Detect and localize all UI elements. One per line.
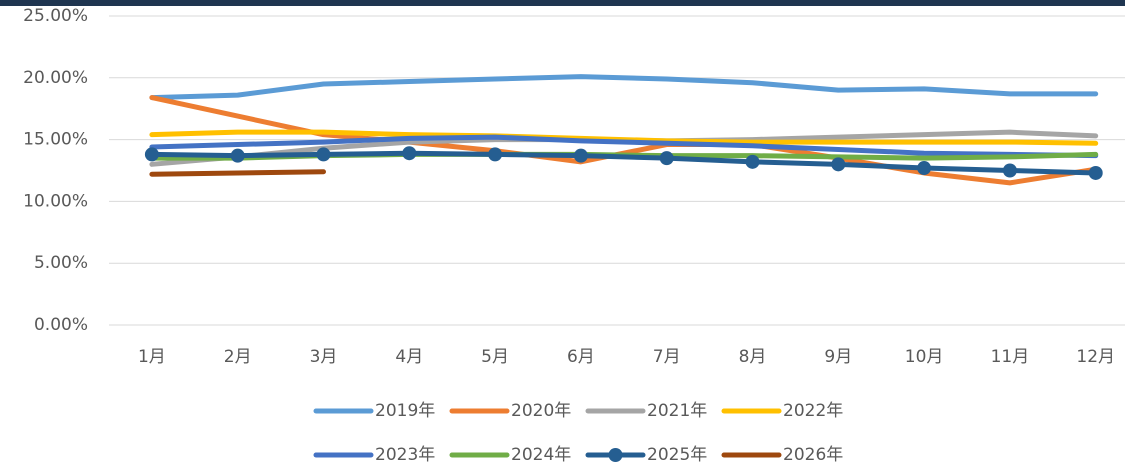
y-tick-label: 0.00% [34,315,88,335]
x-tick-label: 6月 [567,347,595,367]
data-point [488,147,503,162]
legend-label: 2019年 [375,401,435,421]
legend-label: 2021年 [647,401,707,421]
data-point [1088,165,1103,180]
data-point [316,147,331,162]
x-tick-label: 3月 [310,347,338,367]
series-line [149,74,1099,101]
data-point [144,147,159,162]
data-point [745,154,760,169]
x-tick-label: 7月 [653,347,681,367]
x-tick-label: 5月 [481,347,509,367]
legend-label: 2026年 [783,445,843,465]
x-tick-label: 1月 [138,347,166,367]
x-tick-label: 11月 [991,347,1030,367]
data-point [659,151,674,166]
data-point [402,146,417,161]
y-tick-label: 10.00% [23,191,88,211]
series-line [149,134,1099,159]
legend-marker [608,448,623,462]
data-point [573,148,588,163]
series-line [149,150,1099,176]
legend-label: 2025年 [647,445,707,465]
x-tick-label: 9月 [824,347,852,367]
y-tick-label: 15.00% [23,130,88,150]
y-tick-label: 20.00% [23,68,88,88]
legend-label: 2023年 [375,445,435,465]
x-tick-label: 10月 [905,347,944,367]
legend-label: 2020年 [511,401,571,421]
y-tick-label: 5.00% [34,253,88,273]
y-tick-label: 25.00% [23,6,88,26]
data-point [230,148,245,163]
x-tick-label: 4月 [395,347,423,367]
x-tick-label: 8月 [739,347,767,367]
legend-label: 2024年 [511,445,571,465]
x-tick-label: 12月 [1076,347,1115,367]
top-bar [0,0,1125,6]
legend-label: 2022年 [783,401,843,421]
series-line [149,169,326,177]
data-point [831,157,846,172]
data-point [1002,163,1017,178]
x-tick-label: 2月 [224,347,252,367]
data-point [917,161,932,176]
